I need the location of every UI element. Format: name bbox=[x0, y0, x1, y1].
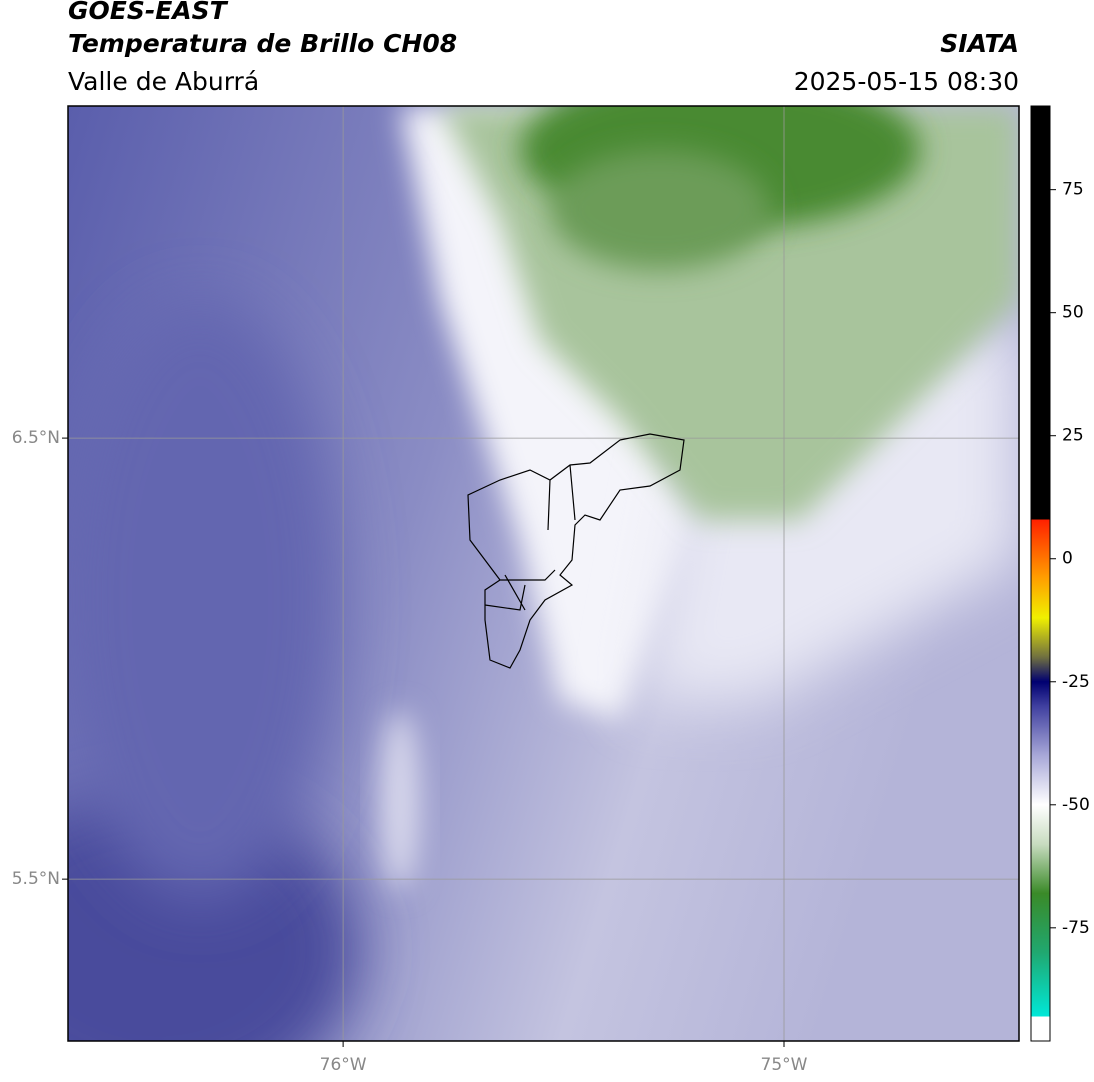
map-image bbox=[68, 106, 1019, 1041]
colorbar bbox=[1030, 105, 1051, 1042]
graticule bbox=[62, 106, 1019, 1047]
lon-tick-label: 75°W bbox=[761, 1055, 808, 1075]
colorbar-tick-label: 50 bbox=[1062, 303, 1084, 323]
region: Valle de Aburrá bbox=[68, 67, 259, 96]
lon-tick-label: 76°W bbox=[320, 1055, 367, 1075]
colorbar-tick-label: 0 bbox=[1062, 549, 1073, 569]
datetime: 2025-05-15 08:30 bbox=[794, 67, 1019, 96]
lat-tick-label: 5.5°N bbox=[12, 869, 60, 889]
source: SIATA bbox=[940, 29, 1019, 58]
subtitle: Temperatura de Brillo CH08 bbox=[68, 29, 457, 58]
colorbar-tick-label: -75 bbox=[1062, 918, 1090, 938]
title: GOES-EAST bbox=[68, 0, 229, 25]
lat-tick-label: 6.5°N bbox=[12, 428, 60, 448]
colorbar-tick-label: -50 bbox=[1062, 795, 1090, 815]
colorbar-tick-label: 75 bbox=[1062, 180, 1084, 200]
colorbar-tick-label: 25 bbox=[1062, 426, 1084, 446]
valley-outline bbox=[467, 433, 685, 669]
map-frame bbox=[67, 105, 1020, 1042]
colorbar-tick-label: -25 bbox=[1062, 672, 1090, 692]
